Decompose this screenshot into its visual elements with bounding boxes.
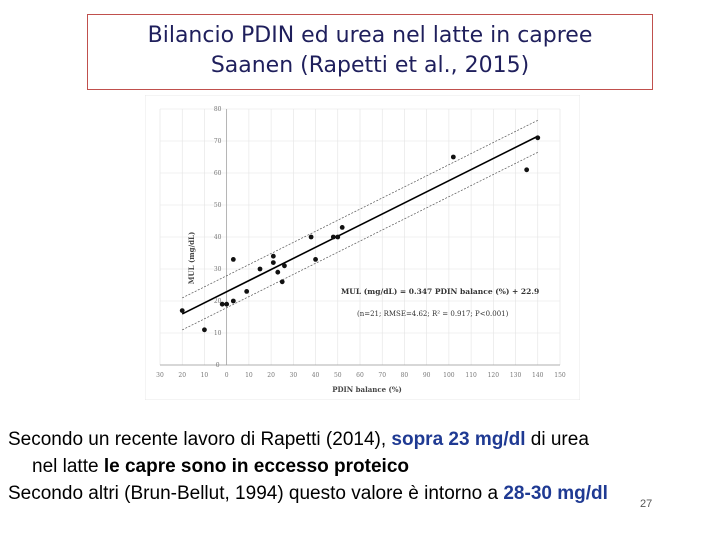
grid-layer (159, 108, 561, 366)
x-tick-label: 130 (510, 372, 522, 379)
x-tick-label: 90 (423, 372, 431, 379)
data-point (270, 260, 276, 265)
data-point (330, 234, 336, 240)
data-point (244, 289, 250, 294)
text-segment: Secondo un recente lavoro di Rapetti (20… (8, 429, 392, 450)
x-tick-label: 30 (156, 372, 164, 379)
y-tick-label: 30 (214, 266, 222, 273)
text-segment: Secondo altri (Brun-Bellut, 1994) questo… (8, 483, 504, 504)
y-tick-label: 0 (216, 362, 220, 369)
y-tick-label: 80 (214, 106, 222, 113)
scatter-chart: 30 20 10 0 10 20 30 40 50 60 70 80 90 100 110 120 130 140… (145, 95, 580, 400)
data-point (202, 327, 207, 333)
data-point (270, 253, 276, 259)
y-axis-label: MUL (mg/dL) (187, 232, 196, 285)
y-tick-label: 60 (214, 170, 222, 177)
y-tick-label: 20 (214, 298, 222, 305)
data-point (230, 257, 236, 262)
text-segment: nel latte (32, 456, 104, 477)
data-point (257, 266, 263, 272)
x-axis-label: PDIN balance (%) (332, 385, 402, 394)
x-tick-label: 20 (178, 372, 186, 379)
x-tick-label: 150 (554, 372, 566, 379)
highlight-threshold: sopra 23 mg/dl (391, 429, 526, 450)
data-point (230, 298, 236, 304)
y-tick-label: 50 (214, 202, 222, 209)
data-point (524, 167, 530, 173)
data-point (219, 301, 225, 307)
chart-frame (145, 95, 580, 400)
paragraph-1-line-1: Secondo un recente lavoro di Rapetti (20… (8, 426, 714, 453)
x-tick-label: 20 (267, 372, 275, 379)
point-layer (179, 135, 541, 333)
x-tick-label: 50 (334, 372, 342, 379)
x-tick-label: 0 (225, 372, 229, 379)
regression-layer (181, 135, 539, 315)
y-tick-label: 10 (214, 330, 222, 337)
data-point (535, 135, 541, 141)
tick-layer: 30 20 10 0 10 20 30 40 50 60 70 80 90 100 110 120 130 140… (156, 106, 566, 379)
paragraph-2: Secondo altri (Brun-Bellut, 1994) questo… (8, 480, 714, 507)
x-tick-label: 60 (356, 372, 364, 379)
data-point (275, 269, 281, 275)
x-tick-label: 40 (312, 372, 320, 379)
data-point (224, 301, 230, 307)
x-tick-label: 80 (401, 372, 409, 379)
data-point (279, 279, 285, 285)
paragraph-1-line-2: nel latte le capre sono in eccesso prote… (8, 453, 714, 480)
data-point (339, 225, 345, 230)
regression-stats: (n=21; RMSE=4.62; R² = 0.917; P<0.001) (357, 310, 509, 318)
regression-equation: MUL (mg/dL) = 0.347 PDIN balance (%) + 2… (341, 287, 539, 296)
data-point (179, 308, 185, 313)
slide-title-line2: Saanen (Rapetti et al., 2015) (210, 53, 530, 78)
data-point (335, 234, 341, 240)
x-tick-label: 10 (245, 372, 253, 379)
data-point (313, 257, 318, 262)
text-segment: di urea (525, 429, 589, 450)
slide-title-box: Bilancio PDIN ed urea nel latte in capre… (87, 14, 653, 90)
x-tick-label: 110 (465, 372, 477, 379)
chart-svg: 30 20 10 0 10 20 30 40 50 60 70 80 90 100 110 120 130 140… (145, 95, 580, 400)
x-tick-label: 140 (532, 372, 544, 379)
slide-title-line1: Bilancio PDIN ed urea nel latte in capre… (147, 23, 593, 48)
x-tick-label: 70 (378, 372, 386, 379)
data-point (450, 154, 456, 160)
y-tick-label: 70 (214, 138, 222, 145)
slide-number: 27 (640, 498, 653, 510)
x-tick-label: 120 (488, 372, 500, 379)
body-text: Secondo un recente lavoro di Rapetti (20… (8, 426, 714, 507)
x-tick-label: 30 (290, 372, 298, 379)
highlight-range: 28-30 mg/dl (503, 483, 608, 504)
x-tick-label: 10 (201, 372, 209, 379)
data-point (308, 234, 314, 240)
x-tick-label: 100 (443, 372, 455, 379)
y-tick-label: 40 (214, 234, 222, 241)
bold-statement: le capre sono in eccesso proteico (103, 456, 409, 477)
regression-line (181, 135, 539, 315)
data-point (282, 263, 287, 269)
